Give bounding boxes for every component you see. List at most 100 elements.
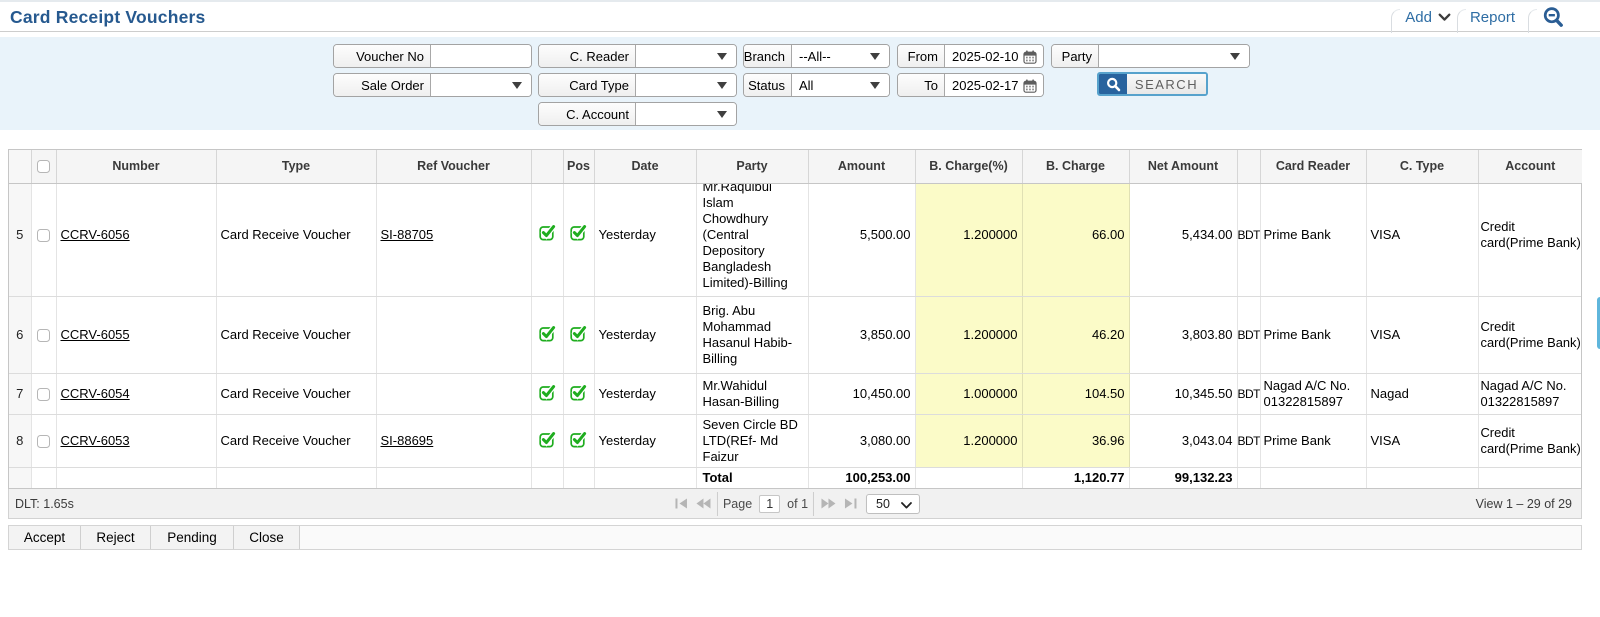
amount-cell: 3,850.00: [808, 296, 916, 374]
ref-voucher-link[interactable]: SI-88705: [380, 226, 434, 242]
header-type[interactable]: Type: [216, 150, 377, 184]
number-cell: CCRV-6053: [56, 414, 217, 468]
accept-button[interactable]: Accept: [9, 526, 81, 549]
grid-pager: DLT: 1.65s Page of 1 50 View 1 – 29 of 2…: [8, 489, 1582, 519]
from-date-input[interactable]: 2025-02-10: [945, 45, 1043, 67]
c-account-select[interactable]: [636, 103, 736, 125]
branch-select[interactable]: --All--: [792, 45, 889, 67]
first-page-button[interactable]: [670, 493, 692, 515]
header-ref-voucher[interactable]: Ref Voucher: [376, 150, 532, 184]
c-type-cell: VISA: [1366, 183, 1479, 297]
page-size-select[interactable]: 50: [866, 493, 921, 514]
title-bar-separator: [1391, 8, 1401, 33]
account-cell: Nagad A/C No. 01322815897: [1478, 373, 1581, 415]
check-cell: [531, 414, 564, 468]
page-of-label: of 1: [787, 496, 809, 511]
calendar-icon[interactable]: [1023, 50, 1037, 64]
close-button[interactable]: Close: [234, 526, 300, 549]
pos-cell: [563, 414, 595, 468]
filter-to-date: To 2025-02-17: [897, 73, 1044, 97]
b-charge-cell: 36.96: [1022, 414, 1130, 468]
date-cell: Yesterday: [594, 183, 697, 297]
filter-voucher-no: Voucher No: [333, 44, 532, 68]
header-b-charge-pct[interactable]: B. Charge(%): [915, 150, 1023, 184]
report-button[interactable]: Report: [1457, 2, 1528, 32]
select-all-checkbox[interactable]: [37, 160, 50, 174]
number-cell: CCRV-6054: [56, 373, 217, 415]
filter-bar: Voucher No C. Reader Branch --All-- From…: [0, 37, 1600, 130]
party-select[interactable]: [1099, 45, 1249, 67]
add-button[interactable]: Add: [1391, 2, 1457, 32]
b-charge-pct-cell: 1.000000: [915, 373, 1023, 415]
header-card-reader[interactable]: Card Reader: [1260, 150, 1367, 184]
header-check: [531, 150, 564, 184]
reject-button[interactable]: Reject: [81, 526, 151, 549]
header-net-amount[interactable]: Net Amount: [1129, 150, 1238, 184]
sale-order-select[interactable]: [431, 74, 531, 96]
header-number[interactable]: Number: [56, 150, 217, 184]
vertical-scrollbar-thumb[interactable]: [1597, 297, 1600, 349]
party-label: Party: [1052, 45, 1099, 67]
header-date[interactable]: Date: [594, 150, 697, 184]
pos-cell: [563, 296, 595, 374]
total-amount: 100,253.00: [808, 467, 916, 488]
header-pos[interactable]: Pos: [563, 150, 595, 184]
next-page-button[interactable]: [817, 493, 839, 515]
row-checkbox[interactable]: [37, 388, 50, 402]
amount-cell: 10,450.00: [808, 373, 916, 415]
c-reader-select[interactable]: [636, 45, 736, 67]
voucher-link[interactable]: CCRV-6053: [60, 433, 130, 448]
b-charge-cell: 46.20: [1022, 296, 1130, 374]
check-cell: [531, 183, 564, 297]
row-index: 6: [9, 296, 32, 374]
voucher-no-input[interactable]: [431, 45, 531, 67]
voucher-link[interactable]: CCRV-6056: [60, 226, 130, 242]
pager-separator: [716, 491, 718, 516]
search-button[interactable]: SEARCH: [1097, 72, 1208, 96]
checked-icon: [570, 383, 588, 400]
net-amount-cell: 3,803.80: [1129, 296, 1238, 374]
page-number-input[interactable]: [759, 494, 781, 513]
prev-page-button[interactable]: [692, 493, 714, 515]
row-checkbox[interactable]: [37, 435, 50, 449]
ref-voucher-cell: SI-88705: [376, 183, 532, 297]
header-rownum: [9, 150, 32, 184]
status-select[interactable]: All: [792, 74, 889, 96]
to-date-input[interactable]: 2025-02-17: [945, 74, 1043, 96]
type-cell: Card Receive Voucher: [216, 373, 377, 415]
voucher-link[interactable]: CCRV-6054: [60, 386, 130, 401]
row-checkbox[interactable]: [37, 228, 50, 242]
view-range-info: View 1 – 29 of 29: [1475, 496, 1572, 511]
filter-c-reader: C. Reader: [538, 44, 737, 68]
checked-icon: [570, 324, 588, 341]
type-cell: Card Receive Voucher: [216, 414, 377, 468]
card-reader-cell: Nagad A/C No. 01322815897: [1260, 373, 1367, 415]
vouchers-grid: Number Type Ref Voucher Pos Date Party A…: [8, 149, 1582, 489]
checked-icon: [538, 383, 556, 400]
card-type-select[interactable]: [636, 74, 736, 96]
last-page-button[interactable]: [839, 493, 861, 515]
net-amount-cell: 3,043.04: [1129, 414, 1238, 468]
filter-party: Party: [1051, 44, 1250, 68]
toggle-search-button[interactable]: [1528, 2, 1565, 32]
header-account[interactable]: Account: [1478, 150, 1582, 184]
account-cell: Credit card(Prime Bank): [1478, 183, 1581, 297]
header-c-type[interactable]: C. Type: [1366, 150, 1479, 184]
filter-from-date: From 2025-02-10: [897, 44, 1044, 68]
header-b-charge[interactable]: B. Charge: [1022, 150, 1130, 184]
header-party[interactable]: Party: [696, 150, 809, 184]
row-select-cell: [31, 183, 57, 297]
header-amount[interactable]: Amount: [808, 150, 916, 184]
pending-button[interactable]: Pending: [151, 526, 234, 549]
table-row: 5 CCRV-6056 Card Receive Voucher SI-8870…: [9, 183, 1581, 297]
calendar-icon[interactable]: [1023, 79, 1037, 93]
row-checkbox[interactable]: [37, 329, 50, 343]
row-index: 7: [9, 373, 32, 415]
voucher-link[interactable]: CCRV-6055: [60, 327, 130, 342]
ref-voucher-link[interactable]: SI-88695: [380, 433, 434, 448]
search-icon: [1099, 74, 1127, 94]
b-charge-pct-cell: 1.200000: [915, 296, 1023, 374]
total-net-amount: 99,132.23: [1129, 467, 1238, 488]
check-cell: [531, 373, 564, 415]
b-charge-cell: 104.50: [1022, 373, 1130, 415]
